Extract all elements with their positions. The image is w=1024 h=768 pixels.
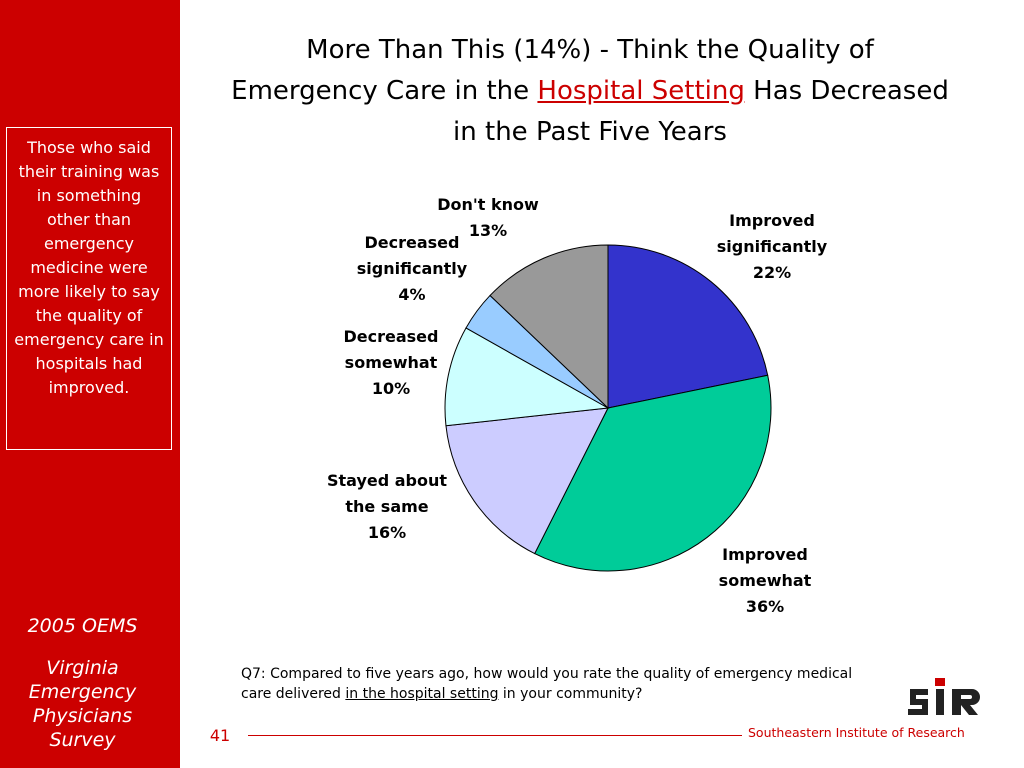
slice-label-line: 10% <box>372 379 410 398</box>
slide-title: More Than This (14%) - Think the Quality… <box>230 30 950 153</box>
title-highlight: Hospital Setting <box>537 76 745 106</box>
survey-question: Q7: Compared to five years ago, how woul… <box>241 664 861 704</box>
sir-logo <box>908 678 980 715</box>
pie-slice <box>444 327 610 427</box>
page-number: 41 <box>209 726 231 745</box>
slice-label-line: 22% <box>753 263 791 282</box>
slice-label-line: somewhat <box>345 353 438 372</box>
pie-slice <box>534 374 772 572</box>
survey-name-line: Virginia <box>46 657 119 679</box>
survey-name-line: Survey <box>49 729 116 751</box>
question-part2: in your community? <box>502 686 643 702</box>
survey-name-line: Emergency <box>28 681 137 703</box>
slice-label: Improved somewhat 36% <box>719 545 812 616</box>
slice-label-line: somewhat <box>719 571 812 590</box>
slice-label-line: Decreased <box>365 233 460 252</box>
survey-name: Virginia Emergency Physicians Survey <box>0 656 165 752</box>
slice-label-line: 4% <box>398 285 425 304</box>
slice-label: Improved significantly 22% <box>717 211 828 282</box>
slice-label-line: Don't know <box>437 195 539 214</box>
oems-label: 2005 OEMS <box>27 615 138 637</box>
pie-slice <box>489 244 609 410</box>
title-part1: More Than This (14%) - Think the Quality… <box>231 35 874 106</box>
pie-slice <box>607 244 769 409</box>
title-part2: Has Decreased in the Past Five Years <box>453 76 949 147</box>
callout-box: Those who said their training was in som… <box>6 127 172 450</box>
footer-divider <box>248 735 742 736</box>
slice-label-line: Stayed about <box>327 471 447 490</box>
slice-label-line: significantly <box>357 259 468 278</box>
slice-label-line: 16% <box>368 523 406 542</box>
slice-label-line: the same <box>345 497 428 516</box>
slice-label-line: Improved <box>729 211 815 230</box>
sidebar: Those who said their training was in som… <box>0 0 180 768</box>
slice-label-line: Decreased <box>344 327 439 346</box>
slice-label-line: 13% <box>469 221 507 240</box>
survey-name-line: Physicians <box>32 705 133 727</box>
question-underlined: in the hospital setting <box>345 686 499 702</box>
question-part1: Q7: Compared to five years ago, how woul… <box>241 666 853 702</box>
slice-label: Don't know 13% <box>437 195 539 240</box>
slice-label: Decreased somewhat 10% <box>344 327 439 398</box>
slice-label: Stayed about the same 16% <box>327 471 447 542</box>
organization-name: Southeastern Institute of Research <box>748 725 965 740</box>
pie-chart: Improved significantly 22% Improved somewhat… <box>327 195 828 616</box>
slice-label-line: Improved <box>722 545 808 564</box>
slice-label-line: significantly <box>717 237 828 256</box>
slice-label: Decreased significantly 4% <box>357 233 468 304</box>
pie-slice <box>445 407 609 555</box>
slice-label-line: 36% <box>746 597 784 616</box>
